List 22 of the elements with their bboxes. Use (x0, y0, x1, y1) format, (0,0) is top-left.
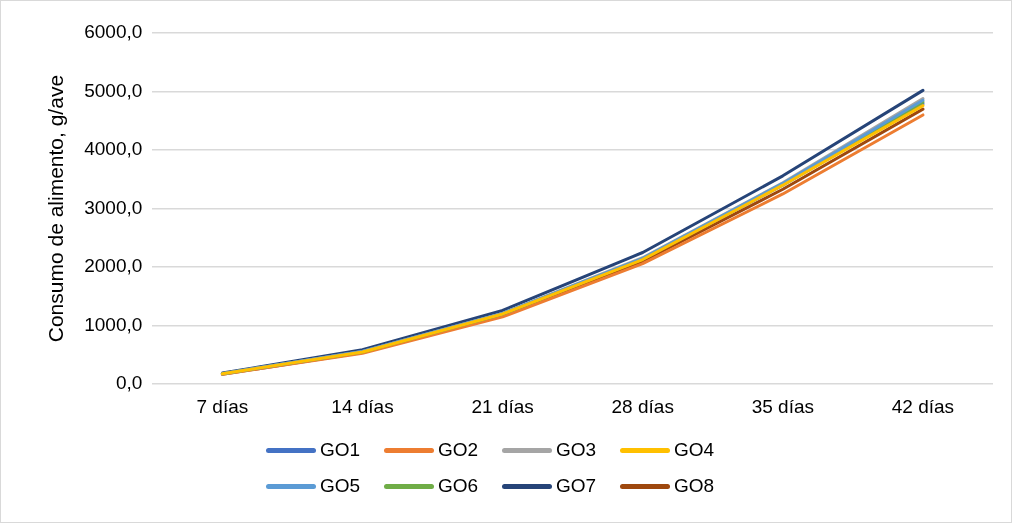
y-tick-label: 2000,0 (84, 255, 143, 277)
x-tick-label: 35 días (751, 395, 814, 417)
legend-label: GO3 (556, 439, 597, 461)
legend-label: GO4 (674, 439, 715, 461)
y-tick-label: 0,0 (115, 372, 143, 394)
y-axis-title: Consumo de alimento, g/ave (44, 74, 68, 343)
x-tick-label: 14 días (331, 395, 394, 417)
x-tick-label: 21 días (471, 395, 534, 417)
legend-label: GO7 (556, 475, 597, 497)
legend-label: GO1 (320, 439, 361, 461)
x-tick-label: 42 días (891, 395, 955, 417)
y-tick-label: 5000,0 (84, 79, 143, 101)
y-tick-label: 6000,0 (84, 21, 143, 43)
y-tick-label: 3000,0 (84, 196, 143, 218)
x-tick-label: 7 días (196, 395, 249, 417)
y-tick-label: 1000,0 (84, 313, 143, 335)
legend-label: GO5 (320, 475, 361, 497)
x-tick-label: 28 días (611, 395, 674, 417)
legend-label: GO2 (438, 439, 479, 461)
legend-label: GO6 (438, 475, 479, 497)
legend-label: GO8 (674, 475, 715, 497)
y-tick-label: 4000,0 (84, 138, 143, 160)
